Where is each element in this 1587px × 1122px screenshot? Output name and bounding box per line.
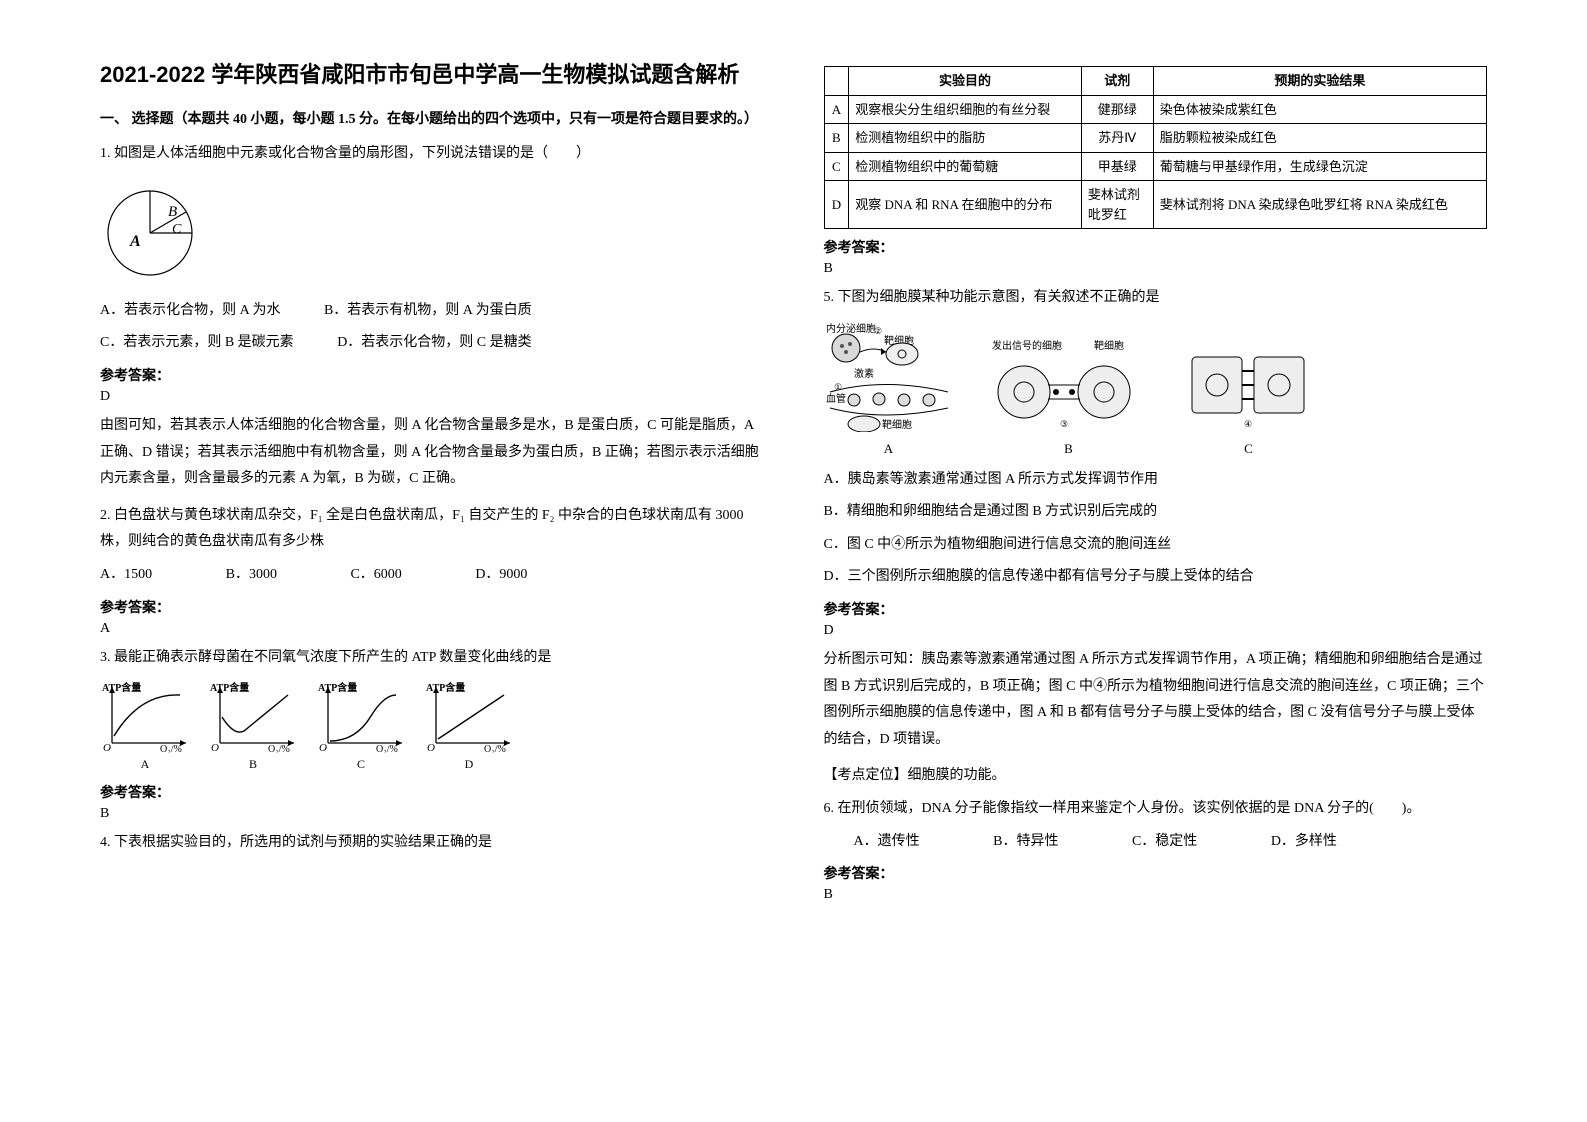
q6-opt-c: C．稳定性 (1132, 829, 1197, 856)
right-column: 实验目的 试剂 预期的实验结果 A 观察根尖分生组织细胞的有丝分裂 健那绿 染色… (824, 60, 1488, 911)
q2-answer: A (100, 621, 764, 637)
q3-curve-c: ATP含量 O O₂/% C (316, 681, 406, 772)
q4-answer: B (824, 261, 1488, 277)
q1-opt-a: A．若表示化合物，则 A 为水 (100, 298, 280, 325)
q5-opt-a: A．胰岛素等激素通常通过图 A 所示方式发挥调节作用 (824, 467, 1488, 494)
q5-diagram-a: 内分泌细胞 ② 靶细胞 激素 血管 ① 靶细胞 (824, 322, 954, 457)
svg-text:O: O (211, 742, 219, 753)
q1-opt-b: B．若表示有机物，则 A 为蛋白质 (324, 298, 532, 325)
q3-answer: B (100, 806, 764, 822)
q1-stem: 1. 如图是人体活细胞中元素或化合物含量的扇形图，下列说法错误的是（ ） (100, 141, 764, 168)
th-reagent: 试剂 (1081, 67, 1153, 96)
svg-text:靶细胞: 靶细胞 (882, 418, 912, 431)
q2-opt-a: A．1500 (100, 562, 152, 589)
svg-text:O₂/%: O₂/% (160, 744, 182, 753)
q5-opt-b: B．精细胞和卵细胞结合是通过图 B 方式识别后完成的 (824, 499, 1488, 526)
q1-pie-chart: A B C (100, 178, 764, 288)
q5-label-c: C (1184, 441, 1314, 457)
q6-opt-b: B．特异性 (993, 829, 1058, 856)
q5-stem: 5. 下图为细胞膜某种功能示意图，有关叙述不正确的是 (824, 285, 1488, 312)
svg-text:内分泌细胞: 内分泌细胞 (826, 322, 876, 335)
q5-diagrams: 内分泌细胞 ② 靶细胞 激素 血管 ① 靶细胞 (824, 322, 1488, 457)
q3-label-b: B (208, 757, 298, 772)
q3-label-a: A (100, 757, 190, 772)
q1-opt-c: C．若表示元素，则 B 是碳元素 (100, 330, 294, 357)
svg-text:B: B (168, 204, 177, 220)
th-result: 预期的实验结果 (1153, 67, 1486, 96)
q5-diagram-c: ④ C (1184, 337, 1314, 457)
left-column: 2021-2022 学年陕西省咸阳市市旬邑中学高一生物模拟试题含解析 一、 选择… (100, 60, 764, 911)
th-blank (824, 67, 849, 96)
svg-text:O: O (103, 742, 111, 753)
q1-explain: 由图可知，若其表示人体活细胞的化合物含量，则 A 化合物含量最多是水，B 是蛋白… (100, 413, 764, 493)
svg-text:O₂/%: O₂/% (376, 744, 398, 753)
q6-opt-a: A．遗传性 (854, 829, 920, 856)
q6-opt-d: D．多样性 (1271, 829, 1337, 856)
svg-text:激素: 激素 (854, 367, 874, 380)
q5-opt-d: D．三个图例所示细胞膜的信息传递中都有信号分子与膜上受体的结合 (824, 564, 1488, 591)
q3-curve-d: ATP含量 O O₂/% D (424, 681, 514, 772)
th-purpose: 实验目的 (849, 67, 1082, 96)
table-row: C 检测植物组织中的葡萄糖 甲基绿 葡萄糖与甲基绿作用，生成绿色沉淀 (824, 152, 1487, 181)
svg-text:O: O (427, 742, 435, 753)
q5-diagram-b: 发出信号的细胞 靶细胞 ③ B (984, 337, 1154, 457)
q5-point: 【考点定位】细胞膜的功能。 (824, 763, 1488, 790)
section-1-head: 一、 选择题（本题共 40 小题，每小题 1.5 分。在每小题给出的四个选项中，… (100, 109, 764, 131)
q1-opt-d: D．若表示化合物，则 C 是糖类 (337, 330, 531, 357)
answer-label: 参考答案： (100, 782, 764, 802)
svg-text:O: O (319, 742, 327, 753)
q3-curves: ATP含量 O O₂/% A ATP含量 O O₂/% B (100, 681, 764, 772)
table-row: 实验目的 试剂 预期的实验结果 (824, 67, 1487, 96)
svg-text:O₂/%: O₂/% (268, 744, 290, 753)
q5-label-a: A (824, 441, 954, 457)
svg-text:发出信号的细胞: 发出信号的细胞 (992, 339, 1062, 352)
q5-explain: 分析图示可知：胰岛素等激素通常通过图 A 所示方式发挥调节作用，A 项正确；精细… (824, 647, 1488, 753)
q3-label-d: D (424, 757, 514, 772)
svg-text:④: ④ (1244, 419, 1252, 429)
q3-curve-b: ATP含量 O O₂/% B (208, 681, 298, 772)
q5-opt-c: C．图 C 中④所示为植物细胞间进行信息交流的胞间连丝 (824, 532, 1488, 559)
svg-text:O₂/%: O₂/% (484, 744, 506, 753)
answer-label: 参考答案： (100, 365, 764, 385)
q6-stem: 6. 在刑侦领域，DNA 分子能像指纹一样用来鉴定个人身份。该实例依据的是 DN… (824, 796, 1488, 823)
svg-text:ATP含量: ATP含量 (102, 681, 141, 694)
svg-text:靶细胞: 靶细胞 (1094, 339, 1124, 352)
doc-title: 2021-2022 学年陕西省咸阳市市旬邑中学高一生物模拟试题含解析 (100, 60, 764, 91)
table-row: D 观察 DNA 和 RNA 在细胞中的分布 斐林试剂 吡罗红 斐林试剂将 DN… (824, 181, 1487, 229)
q6-answer: B (824, 887, 1488, 903)
answer-label: 参考答案： (824, 863, 1488, 883)
q3-label-c: C (316, 757, 406, 772)
svg-text:②: ② (874, 326, 882, 336)
svg-text:血管: 血管 (826, 392, 846, 405)
q2-opt-d: D．9000 (475, 562, 527, 589)
answer-label: 参考答案： (824, 599, 1488, 619)
q3-curve-a: ATP含量 O O₂/% A (100, 681, 190, 772)
q2-opt-b: B．3000 (226, 562, 277, 589)
svg-text:③: ③ (1060, 419, 1068, 429)
answer-label: 参考答案： (824, 237, 1488, 257)
table-row: B 检测植物组织中的脂肪 苏丹Ⅳ 脂肪颗粒被染成红色 (824, 124, 1487, 153)
svg-text:C: C (172, 222, 182, 237)
q5-answer: D (824, 623, 1488, 639)
q2-stem: 2. 白色盘状与黄色球状南瓜杂交，F₁ 全是白色盘状南瓜，F₁ 自交产生的 F₂… (100, 503, 764, 556)
table-row: A 观察根尖分生组织细胞的有丝分裂 健那绿 染色体被染成紫红色 (824, 95, 1487, 124)
q5-label-b: B (984, 441, 1154, 457)
svg-text:ATP含量: ATP含量 (318, 681, 357, 694)
q4-table: 实验目的 试剂 预期的实验结果 A 观察根尖分生组织细胞的有丝分裂 健那绿 染色… (824, 66, 1488, 229)
q2-opt-c: C．6000 (350, 562, 401, 589)
svg-text:①: ① (834, 382, 842, 392)
svg-text:ATP含量: ATP含量 (426, 681, 465, 694)
svg-text:ATP含量: ATP含量 (210, 681, 249, 694)
q1-answer: D (100, 389, 764, 405)
q4-stem: 4. 下表根据实验目的，所选用的试剂与预期的实验结果正确的是 (100, 830, 764, 857)
q3-stem: 3. 最能正确表示酵母菌在不同氧气浓度下所产生的 ATP 数量变化曲线的是 (100, 645, 764, 672)
svg-text:A: A (129, 233, 141, 250)
answer-label: 参考答案： (100, 597, 764, 617)
